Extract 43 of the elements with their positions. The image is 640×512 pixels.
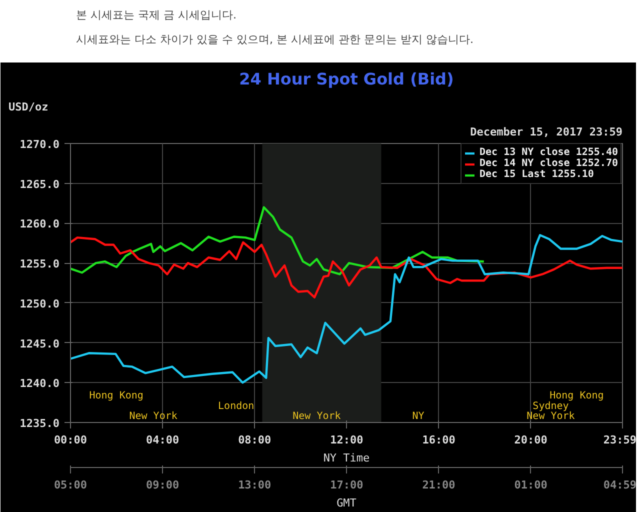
chart-title: 24 Hour Spot Gold (Bid) [239,70,454,88]
annotation: Hong Kong [550,390,604,402]
legend-label: Dec 15 Last 1255.10 [480,169,594,180]
annotation: Sydney [532,400,569,412]
annotation: Hong Kong [89,390,144,402]
x-tick-label: 23:59 [603,434,637,446]
x-axis-title: NY Time [323,452,370,464]
annotation: NY [412,411,424,422]
x-tick-label: 00:00 [54,434,88,446]
y-tick-label: 1265.0 [20,178,60,191]
x2-tick-label: 09:00 [146,478,180,492]
y-tick-label: 1235.0 [20,417,60,430]
x-tick-label: 08:00 [238,434,272,446]
annotation: New York [292,411,341,422]
x-tick-label: 20:00 [514,434,548,446]
x2-tick-label: 04:59 [603,478,637,492]
line-series [70,206,485,276]
text: 본 시세표는 국제 금 시세입니다. [76,8,237,22]
y-tick-label: 1270.0 [20,138,60,151]
annotation: London [218,400,254,412]
y-tick-label: 1240.0 [20,377,60,390]
y-tick-label: 1260.0 [20,218,60,231]
x-tick-label: 04:00 [146,434,180,446]
line-series [70,234,622,384]
x2-axis-title: GMT [336,496,357,510]
legend-label: Dec 14 NY close 1252.70 [480,158,618,169]
legend-label: Dec 13 NY close 1255.40 [480,147,618,158]
line-series [70,236,622,298]
x2-tick-label: 13:00 [238,478,272,492]
x2-tick-label: 21:00 [422,478,456,492]
text: 시세표와는 다소 차이가 있을 수 있으며, 본 시세표에 관한 문의는 받지 않습니다. [76,32,474,46]
chart-subtitle: December 15, 2017 23:59 [470,126,623,138]
y-tick-label: 1245.0 [20,337,60,350]
annotation: New York [129,411,178,422]
x2-tick-label: 01:00 [514,478,548,492]
y-tick-label: 1250.0 [20,297,60,310]
x-tick-label: 12:00 [330,434,364,446]
y-tick-label: 1255.0 [20,258,60,271]
y-axis-title: USD/oz [8,100,48,114]
annotation: New York [526,411,575,422]
x2-tick-label: 17:00 [330,478,364,492]
x-tick-label: 16:00 [422,434,456,446]
x2-tick-label: 05:00 [54,478,88,492]
